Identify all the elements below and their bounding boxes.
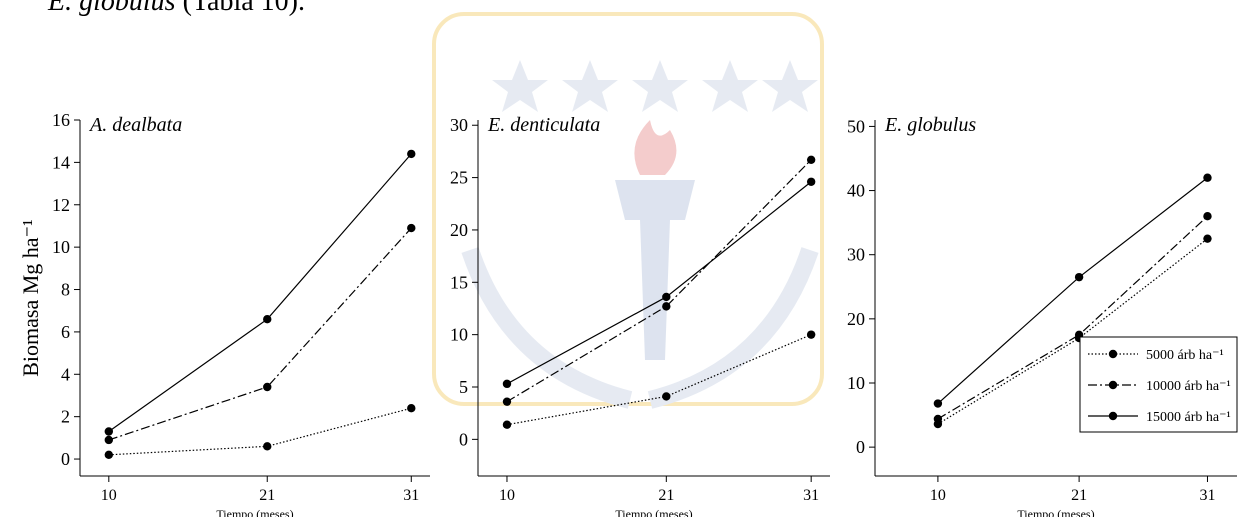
series-line — [108, 407, 412, 456]
series-line — [506, 159, 812, 403]
y-tick-label: 40 — [847, 181, 865, 201]
y-tick-label: 30 — [450, 115, 468, 135]
data-point — [933, 399, 943, 408]
header: E. globulus (Tabla 10). — [48, 0, 305, 18]
data-point — [104, 435, 114, 445]
data-point — [502, 420, 512, 429]
y-tick-label: 2 — [61, 407, 70, 427]
watermark — [432, 12, 824, 409]
y-tick-label: 8 — [61, 280, 70, 300]
y-tick-label: 25 — [450, 168, 468, 188]
y-tick-label: 30 — [847, 245, 865, 265]
data-point — [806, 330, 816, 339]
legend-marker — [1108, 380, 1118, 390]
x-axis-label: Tiempo (meses) — [615, 507, 692, 517]
x-tick-label: 21 — [259, 487, 275, 504]
x-tick-label: 10 — [101, 487, 117, 504]
data-point — [407, 403, 416, 413]
watermark-flame — [634, 120, 677, 175]
data-point — [1074, 272, 1084, 282]
y-tick-label: 14 — [52, 152, 70, 172]
data-point — [662, 292, 671, 302]
data-point — [263, 314, 272, 324]
x-tick-label: 10 — [930, 487, 946, 504]
y-tick-label: 20 — [450, 220, 468, 240]
data-point — [502, 379, 512, 389]
y-tick-label: 0 — [61, 449, 70, 469]
x-tick-label: 21 — [658, 487, 674, 504]
panel-title: A. dealbata — [88, 114, 182, 136]
legend-marker — [1108, 411, 1118, 421]
data-point — [502, 397, 512, 406]
y-tick-label: 50 — [847, 116, 865, 136]
y-tick-label: 0 — [459, 429, 468, 449]
data-point — [104, 450, 114, 460]
data-point — [407, 149, 416, 159]
header-species: E. globulus — [48, 0, 176, 17]
header-text: (Tabla 10). — [182, 0, 305, 17]
watermark-stars — [492, 60, 818, 112]
legend-label: 10000 árb ha⁻¹ — [1146, 379, 1231, 394]
data-point — [263, 442, 272, 451]
x-tick-label: 31 — [1199, 487, 1215, 504]
data-point — [806, 177, 816, 186]
data-point — [662, 302, 671, 311]
y-tick-label: 5 — [459, 377, 468, 397]
x-tick-label: 10 — [499, 487, 515, 504]
x-axis-label: Tiempo (meses) — [1017, 507, 1094, 517]
y-tick-label: 16 — [52, 110, 70, 130]
panel-title: E. denticulata — [487, 114, 600, 136]
data-point — [806, 155, 816, 164]
legend: 5000 árb ha⁻¹ 10000 árb ha⁻¹ 15000 árb ha⁻… — [1079, 336, 1238, 433]
y-tick-label: 6 — [61, 322, 70, 342]
y-tick-label: 4 — [61, 364, 70, 384]
y-tick-label: 10 — [450, 325, 468, 345]
data-point — [1203, 173, 1212, 182]
y-tick-label: 12 — [52, 195, 70, 215]
y-tick-label: 20 — [847, 309, 865, 329]
y-axis-label: Biomasa Mg ha⁻¹ — [18, 219, 43, 377]
panel-title: E. globulus — [884, 114, 976, 136]
data-point — [933, 414, 943, 424]
x-tick-label: 31 — [803, 487, 819, 504]
y-tick-label: 10 — [847, 373, 865, 393]
watermark-frame — [432, 12, 824, 406]
y-tick-label: 15 — [450, 272, 468, 292]
watermark-laurel — [461, 247, 819, 409]
legend-label: 15000 árb ha⁻¹ — [1146, 410, 1231, 425]
series-line — [108, 227, 412, 441]
x-axis-label: Tiempo (meses) — [216, 507, 293, 517]
y-tick-label: 0 — [856, 437, 865, 457]
data-point — [263, 382, 272, 392]
x-tick-label: 31 — [403, 487, 419, 504]
x-tick-label: 21 — [1071, 487, 1087, 504]
y-tick-label: 10 — [52, 237, 70, 257]
data-point — [662, 392, 671, 401]
series-line — [937, 215, 1208, 420]
legend-label: 5000 árb ha⁻¹ — [1146, 348, 1224, 363]
data-point — [104, 427, 114, 436]
data-point — [407, 223, 416, 233]
watermark-torch — [615, 180, 695, 360]
data-point — [1203, 212, 1212, 221]
data-point — [1203, 234, 1212, 243]
legend-marker — [1108, 349, 1118, 359]
